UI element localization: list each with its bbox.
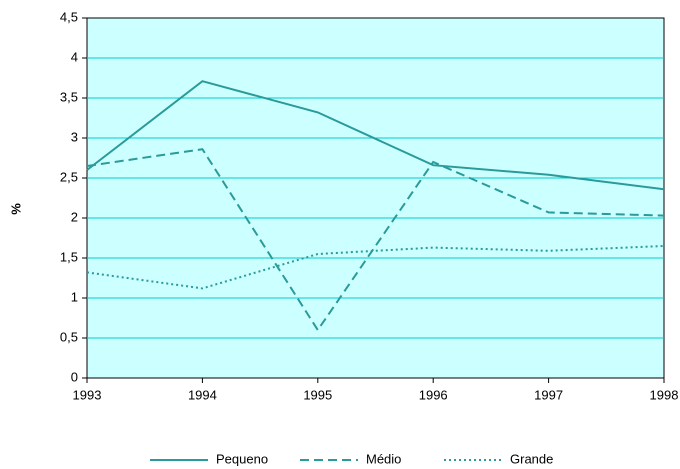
series-line <box>86 148 665 332</box>
y-tick-label: 4,5 <box>60 9 78 24</box>
x-tick-label: 1993 <box>73 387 102 402</box>
y-axis-label: % <box>8 203 23 215</box>
y-tick-label: 4 <box>71 49 78 64</box>
series-line <box>86 80 665 191</box>
x-tick-label: 1997 <box>534 387 563 402</box>
y-tick-label: 2 <box>71 209 78 224</box>
y-tick-label: 3 <box>71 129 78 144</box>
y-tick-label: 1 <box>71 289 78 304</box>
x-tick-label: 1996 <box>419 387 448 402</box>
plot-area <box>86 17 665 379</box>
x-tick-label: 1998 <box>650 387 679 402</box>
y-tick-label: 2,5 <box>60 169 78 184</box>
x-tick-label: 1995 <box>303 387 332 402</box>
legend-label: Pequeno <box>216 451 268 466</box>
x-tick-label: 1994 <box>188 387 217 402</box>
legend-label: Médio <box>366 451 401 466</box>
y-tick-label: 0,5 <box>60 329 78 344</box>
y-tick-label: 0 <box>71 369 78 384</box>
y-tick-label: 1,5 <box>60 249 78 264</box>
y-tick-label: 3,5 <box>60 89 78 104</box>
legend-label: Grande <box>510 451 553 466</box>
